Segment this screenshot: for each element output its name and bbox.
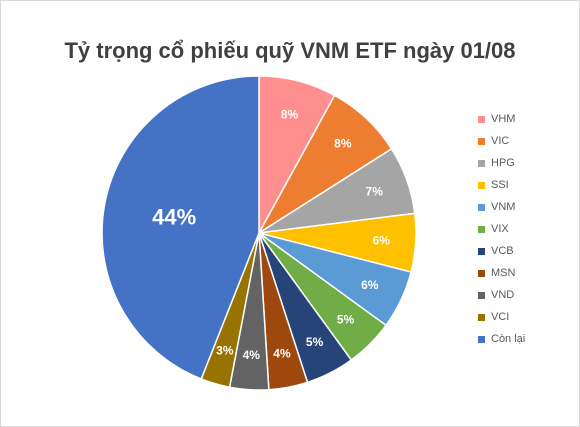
legend-swatch: [478, 159, 485, 167]
slice-label-vhm: 8%: [281, 107, 299, 121]
legend-item-vix: VIX: [478, 218, 525, 240]
slice-label-ssi: 6%: [373, 234, 391, 248]
legend-label: VIX: [491, 223, 509, 235]
legend-item-còn-lại: Còn lại: [478, 328, 525, 350]
slice-label-hpg: 7%: [366, 185, 384, 199]
legend-item-vnm: VNM: [478, 196, 525, 218]
legend-item-vic: VIC: [478, 130, 525, 152]
legend-swatch: [478, 181, 485, 189]
legend-item-hpg: HPG: [478, 152, 525, 174]
legend-swatch: [478, 203, 485, 211]
legend-label: MSN: [491, 267, 516, 279]
legend-label: HPG: [491, 157, 515, 169]
slice-label-vix: 5%: [337, 313, 355, 327]
legend-item-ssi: SSI: [478, 174, 525, 196]
slice-label-còn-lại: 44%: [152, 204, 196, 229]
legend-swatch: [478, 335, 485, 343]
legend-label: VCB: [491, 245, 514, 257]
slice-label-vci: 3%: [216, 344, 234, 358]
legend-swatch: [478, 115, 485, 123]
legend-label: VNM: [491, 201, 516, 213]
slice-label-vic: 8%: [334, 137, 352, 151]
legend-swatch: [478, 247, 485, 255]
legend-item-vnd: VND: [478, 284, 525, 306]
legend-item-vcb: VCB: [478, 240, 525, 262]
legend-label: SSI: [491, 179, 509, 191]
legend-swatch: [478, 291, 485, 299]
legend-item-msn: MSN: [478, 262, 525, 284]
legend-label: VIC: [491, 135, 510, 147]
legend-label: VHM: [491, 113, 516, 125]
legend-swatch: [478, 137, 485, 145]
legend-swatch: [478, 269, 485, 277]
legend-label: VCI: [491, 311, 510, 323]
legend-swatch: [478, 313, 485, 321]
slice-label-vnd: 4%: [243, 348, 261, 362]
slice-label-msn: 4%: [273, 346, 291, 360]
legend-item-vhm: VHM: [478, 108, 525, 130]
legend-label: Còn lại: [491, 333, 526, 345]
slice-label-vcb: 5%: [306, 335, 324, 349]
legend-item-vci: VCI: [478, 306, 525, 328]
slice-label-vnm: 6%: [361, 278, 379, 292]
legend: VHM VIC HPG SSI VNM VIX VCB MSN VND VCI Còn lại: [478, 108, 525, 350]
chart-title: Tỷ trọng cổ phiếu quỹ VNM ETF ngày 01/08: [64, 38, 516, 63]
pie-slice-còn-lại: [101, 75, 260, 380]
legend-label: VND: [491, 289, 515, 301]
legend-swatch: [478, 225, 485, 233]
